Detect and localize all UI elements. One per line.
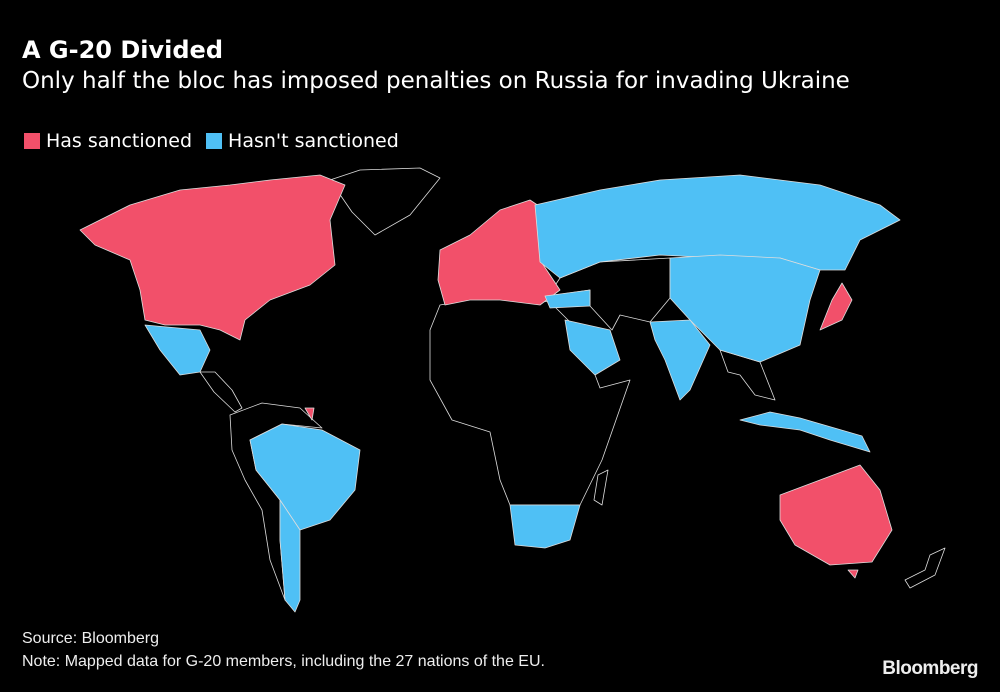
argentina [279, 499, 301, 613]
chart-title: A G-20 Divided [22, 36, 223, 64]
europe [437, 199, 561, 306]
turkey [544, 289, 591, 309]
india [649, 319, 711, 401]
russia [534, 174, 901, 279]
japan [819, 282, 853, 331]
central-america [199, 371, 243, 413]
australia [779, 464, 893, 566]
legend-swatch-blue [206, 133, 223, 149]
legend-item-not-sanctioned: Hasn't sanctioned [206, 130, 399, 152]
legend-label: Hasn't sanctioned [228, 130, 399, 152]
tasmania [847, 569, 859, 579]
bloomberg-logo: Bloomberg [882, 658, 978, 679]
legend-item-sanctioned: Has sanctioned [24, 130, 192, 152]
greenland [329, 167, 441, 236]
brazil [249, 423, 361, 531]
china [669, 254, 821, 363]
source-note: Source: Bloomberg [22, 630, 159, 647]
legend: Has sanctioned Hasn't sanctioned [24, 130, 399, 152]
chart-subtitle: Only half the bloc has imposed penalties… [22, 68, 850, 94]
footnote: Note: Mapped data for G-20 members, incl… [22, 653, 545, 670]
mexico [144, 324, 211, 376]
saudi-arabia [564, 319, 621, 376]
madagascar [593, 469, 609, 506]
french-guiana [304, 407, 315, 421]
new-zealand [904, 547, 946, 589]
legend-label: Has sanctioned [46, 130, 193, 152]
legend-swatch-red [24, 133, 40, 149]
south-africa [509, 504, 581, 549]
indonesia [739, 411, 871, 453]
canada-us [79, 174, 346, 341]
